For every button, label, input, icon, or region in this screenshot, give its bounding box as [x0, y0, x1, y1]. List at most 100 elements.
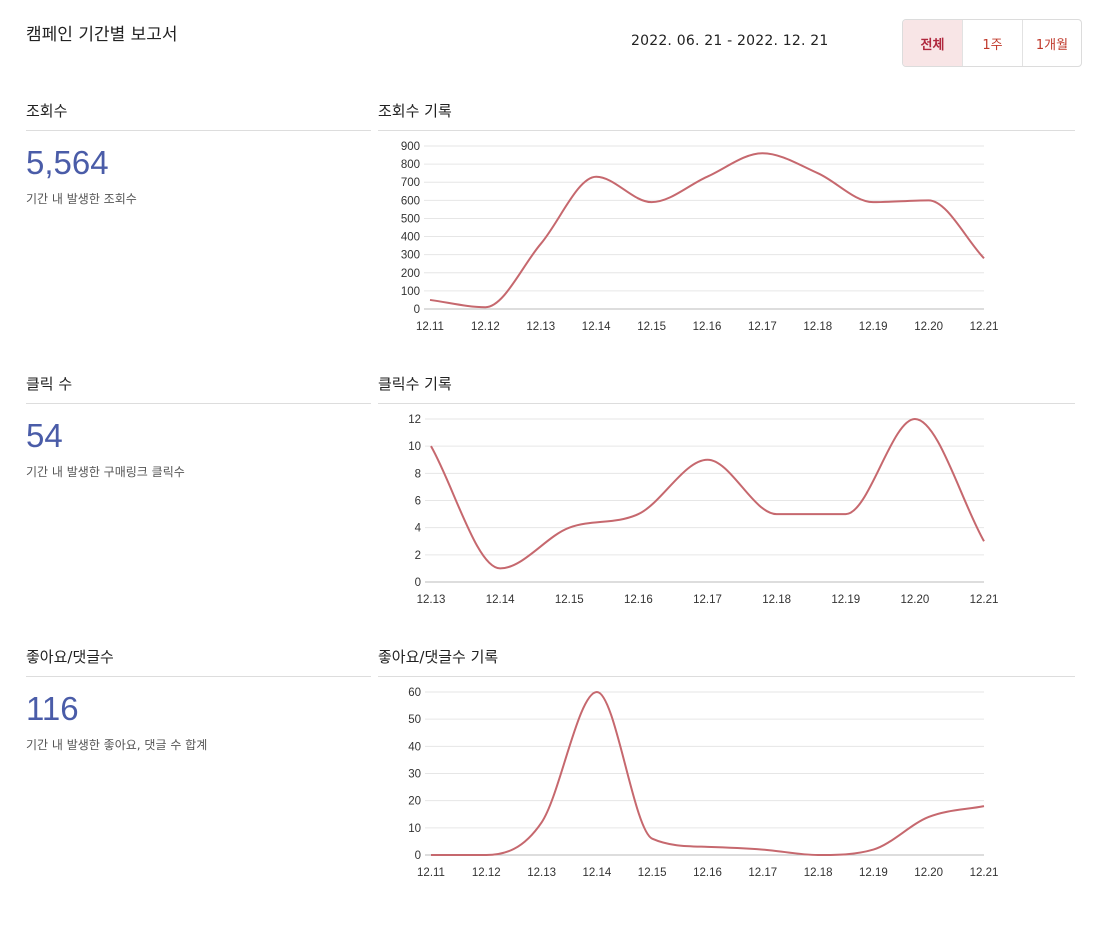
- x-tick-label: 12.14: [486, 594, 515, 606]
- y-tick-label: 0: [415, 577, 421, 589]
- x-tick-label: 12.17: [693, 594, 722, 606]
- data-point: [594, 175, 598, 179]
- data-point: [650, 200, 654, 204]
- x-tick-label: 12.15: [637, 321, 666, 333]
- y-tick-label: 700: [401, 177, 420, 189]
- data-point: [595, 690, 599, 694]
- y-tick-label: 60: [408, 687, 421, 699]
- likes-comments-section: 좋아요/댓글수 116 기간 내 발생한 좋아요, 댓글 수 합계 좋아요/댓글…: [0, 646, 1112, 919]
- x-tick-label: 12.11: [416, 321, 444, 333]
- x-tick-label: 12.14: [583, 867, 612, 879]
- likes-stat-value: 116: [26, 690, 79, 727]
- data-point: [927, 815, 931, 819]
- data-point: [927, 198, 931, 202]
- data-point: [429, 853, 433, 857]
- y-tick-label: 100: [401, 286, 420, 298]
- y-tick-label: 10: [408, 823, 421, 835]
- data-point: [871, 848, 875, 852]
- views-chart: 0 100 200 300 400 500 600 700 800 900 12.11 12.12 12…: [401, 141, 999, 333]
- data-point: [913, 417, 917, 421]
- period-all-button[interactable]: 전체: [903, 20, 963, 66]
- likes-stat-description: 기간 내 발생한 좋아요, 댓글 수 합계: [26, 738, 208, 752]
- period-1week-button[interactable]: 1주: [963, 20, 1023, 66]
- clicks-chart-divider: [378, 403, 1075, 404]
- x-tick-label: 12.20: [900, 594, 929, 606]
- y-tick-label: 800: [401, 159, 420, 171]
- views-stat-divider: [26, 130, 371, 131]
- period-selector: 전체 1주 1개월: [902, 19, 1082, 67]
- x-tick-label: 12.21: [970, 594, 999, 606]
- data-point: [484, 853, 488, 857]
- x-tick-label: 12.16: [624, 594, 653, 606]
- x-tick-label: 12.13: [527, 867, 556, 879]
- x-tick-label: 12.17: [748, 867, 777, 879]
- x-tick-label: 12.13: [417, 594, 446, 606]
- y-tick-label: 300: [401, 250, 420, 262]
- data-point: [705, 175, 709, 179]
- x-tick-label: 12.15: [555, 594, 584, 606]
- data-point: [844, 512, 848, 516]
- data-point: [761, 848, 765, 852]
- series-line: [429, 152, 985, 309]
- y-tick-label: 12: [408, 414, 421, 426]
- data-point: [539, 242, 543, 246]
- y-tick-label: 0: [415, 850, 421, 862]
- y-tick-label: 50: [408, 714, 421, 726]
- y-tick-label: 600: [401, 195, 420, 207]
- views-stat-value: 5,564: [26, 144, 109, 181]
- clicks-chart-title: 클릭수 기록: [378, 375, 452, 393]
- data-point: [816, 853, 820, 857]
- x-tick-label: 12.21: [970, 321, 999, 333]
- likes-chart-title: 좋아요/댓글수 기록: [378, 648, 499, 666]
- x-tick-label: 12.16: [693, 867, 722, 879]
- y-tick-label: 10: [408, 441, 421, 453]
- x-tick-label: 12.11: [417, 867, 445, 879]
- data-point: [483, 305, 487, 309]
- data-point: [982, 539, 986, 543]
- x-tick-label: 12.17: [748, 321, 777, 333]
- y-tick-label: 200: [401, 268, 420, 280]
- data-point: [428, 298, 432, 302]
- y-tick-label: 2: [415, 550, 421, 562]
- date-range: 2022. 06. 21 - 2022. 12. 21: [631, 33, 829, 49]
- y-tick-label: 400: [401, 232, 420, 244]
- x-tick-label: 12.18: [803, 321, 832, 333]
- data-point: [982, 256, 986, 260]
- y-tick-label: 20: [408, 796, 421, 808]
- clicks-stat-value: 54: [26, 417, 63, 454]
- y-tick-label: 30: [408, 769, 421, 781]
- views-chart-divider: [378, 130, 1075, 131]
- clicks-stat-description: 기간 내 발생한 구매링크 클릭수: [26, 465, 185, 479]
- x-tick-label: 12.21: [970, 867, 999, 879]
- y-tick-label: 40: [408, 741, 421, 753]
- clicks-stat-title: 클릭 수: [26, 375, 73, 393]
- clicks-stat-divider: [26, 403, 371, 404]
- x-tick-label: 12.13: [526, 321, 555, 333]
- x-tick-label: 12.16: [693, 321, 722, 333]
- y-tick-label: 6: [415, 496, 421, 508]
- x-tick-label: 12.19: [859, 321, 888, 333]
- data-point: [540, 820, 544, 824]
- views-section: 조회수 5,564 기간 내 발생한 조회수 조회수 기록 0 100 200 300…: [0, 100, 1112, 373]
- data-point: [650, 837, 654, 841]
- page-title: 캠페인 기간별 보고서: [26, 25, 178, 45]
- clicks-chart: 0 2 4 6 8 10 12 12.13 12.14 12.15 12.16 12.17 12.18 1…: [408, 414, 999, 606]
- x-tick-label: 12.20: [914, 321, 943, 333]
- x-tick-label: 12.19: [859, 867, 888, 879]
- y-tick-label: 900: [401, 141, 420, 153]
- data-point: [775, 512, 779, 516]
- data-point: [760, 151, 764, 155]
- y-tick-label: 500: [401, 213, 420, 225]
- x-tick-label: 12.12: [471, 321, 500, 333]
- likes-stat-title: 좋아요/댓글수: [26, 648, 114, 666]
- period-1month-button[interactable]: 1개월: [1035, 37, 1069, 53]
- data-point: [706, 458, 710, 462]
- data-point: [982, 804, 986, 808]
- likes-chart-divider: [378, 676, 1075, 677]
- data-point: [498, 566, 502, 570]
- clicks-section: 클릭 수 54 기간 내 발생한 구매링크 클릭수 클릭수 기록 0 2 4 6 8 10…: [0, 373, 1112, 646]
- x-tick-label: 12.20: [914, 867, 943, 879]
- x-tick-label: 12.12: [472, 867, 501, 879]
- views-stat-title: 조회수: [26, 102, 68, 120]
- x-tick-label: 12.18: [804, 867, 833, 879]
